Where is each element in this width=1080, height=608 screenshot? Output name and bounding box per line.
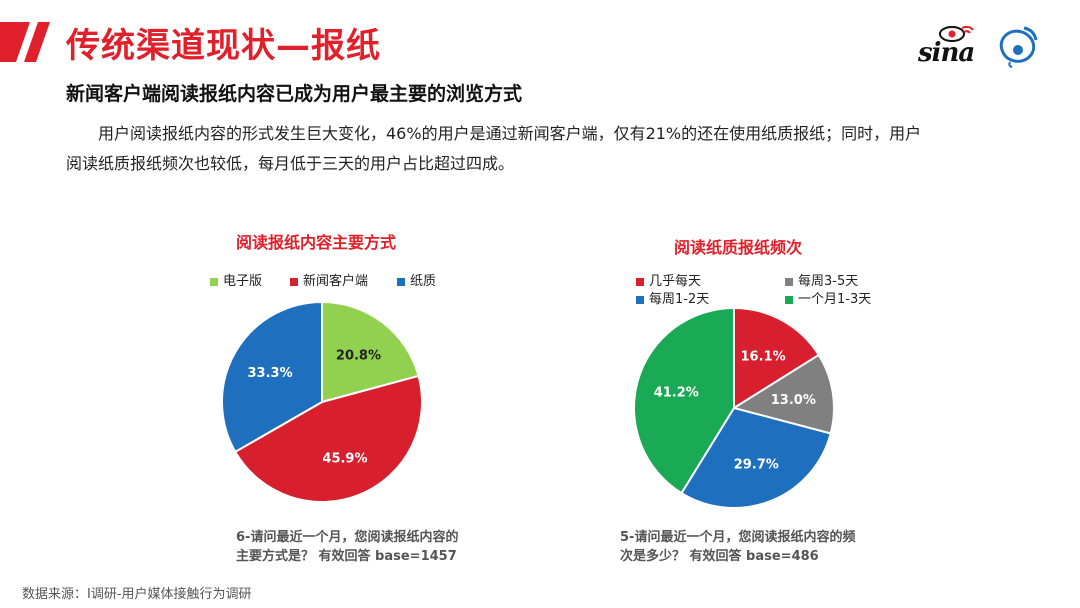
section-subtitle: 新闻客户端阅读报纸内容已成为用户最主要的浏览方式	[66, 83, 523, 105]
chart1-legend-item: 新闻客户端	[290, 270, 368, 289]
summary-line: 阅读纸质报纸频次也较低，每月低于三天的用户占比超过四成。	[66, 154, 515, 173]
note-line: 6-请问最近一个月，您阅读报纸内容的	[236, 530, 459, 545]
page-title: 传统渠道现状—报纸	[66, 26, 381, 66]
chart2-pie: 16.1% 13.0% 29.7% 41.2%	[633, 306, 835, 509]
weibo-logo-icon	[999, 26, 1038, 68]
note-line: 主要方式是？ 有效回答 base=1457	[236, 549, 457, 564]
pie-value-label: 33.3%	[248, 366, 293, 381]
legend-swatch	[785, 277, 793, 286]
chart2-legend-item: 每周1-2天	[636, 288, 709, 307]
pie-value-label: 29.7%	[734, 458, 779, 473]
pie-value-label: 20.8%	[336, 348, 381, 363]
chart1-legend-item: 电子版	[210, 270, 262, 289]
chart2-legend-item: 每周3-5天	[785, 270, 858, 289]
sina-eye-icon	[939, 25, 974, 42]
chart2-title: 阅读纸质报纸频次	[674, 238, 803, 257]
chart1-pie: 20.8% 45.9% 33.3%	[221, 300, 423, 503]
pie-slice	[221, 300, 323, 454]
pie-value-label: 45.9%	[322, 451, 367, 466]
chart2-note: 5-请问最近一个月，您阅读报纸内容的频 次是多少？ 有效回答 base=486	[620, 528, 855, 566]
pie-slice	[633, 306, 735, 495]
chart1-legend-item: 纸质	[397, 270, 436, 289]
legend-swatch	[636, 295, 644, 304]
note-line: 次是多少？ 有效回答 base=486	[620, 549, 819, 564]
pie-slice	[733, 306, 821, 410]
legend-swatch	[785, 295, 793, 304]
sina-logo: sina	[918, 24, 980, 68]
legend-swatch	[290, 277, 298, 286]
chart2-legend-item: 几乎每天	[636, 270, 701, 289]
chart2-legend-item: 一个月1-3天	[785, 288, 871, 307]
note-line: 5-请问最近一个月，您阅读报纸内容的频	[620, 530, 856, 545]
pie-value-label: 41.2%	[654, 386, 699, 401]
pie-slice	[233, 374, 423, 503]
pie-slice	[321, 300, 420, 404]
chart1-title: 阅读报纸内容主要方式	[236, 233, 397, 252]
legend-swatch	[210, 277, 218, 286]
summary-paragraph: 用户阅读报纸内容的形式发生巨大变化，46%的用户是通过新闻客户端，仅有21%的还…	[66, 119, 1006, 179]
data-source: 数据来源：I调研-用户媒体接触行为调研	[22, 587, 252, 602]
pie-value-label: 13.0%	[771, 393, 816, 408]
pie-value-label: 16.1%	[741, 350, 786, 365]
chart1-note: 6-请问最近一个月，您阅读报纸内容的 主要方式是？ 有效回答 base=1457	[236, 528, 458, 566]
header-accent-bar	[0, 22, 50, 62]
summary-line: 用户阅读报纸内容的形式发生巨大变化，46%的用户是通过新闻客户端，仅有21%的还…	[66, 124, 922, 143]
sina-wordmark: sina	[918, 38, 975, 68]
legend-swatch	[636, 277, 644, 286]
legend-swatch	[397, 277, 405, 286]
